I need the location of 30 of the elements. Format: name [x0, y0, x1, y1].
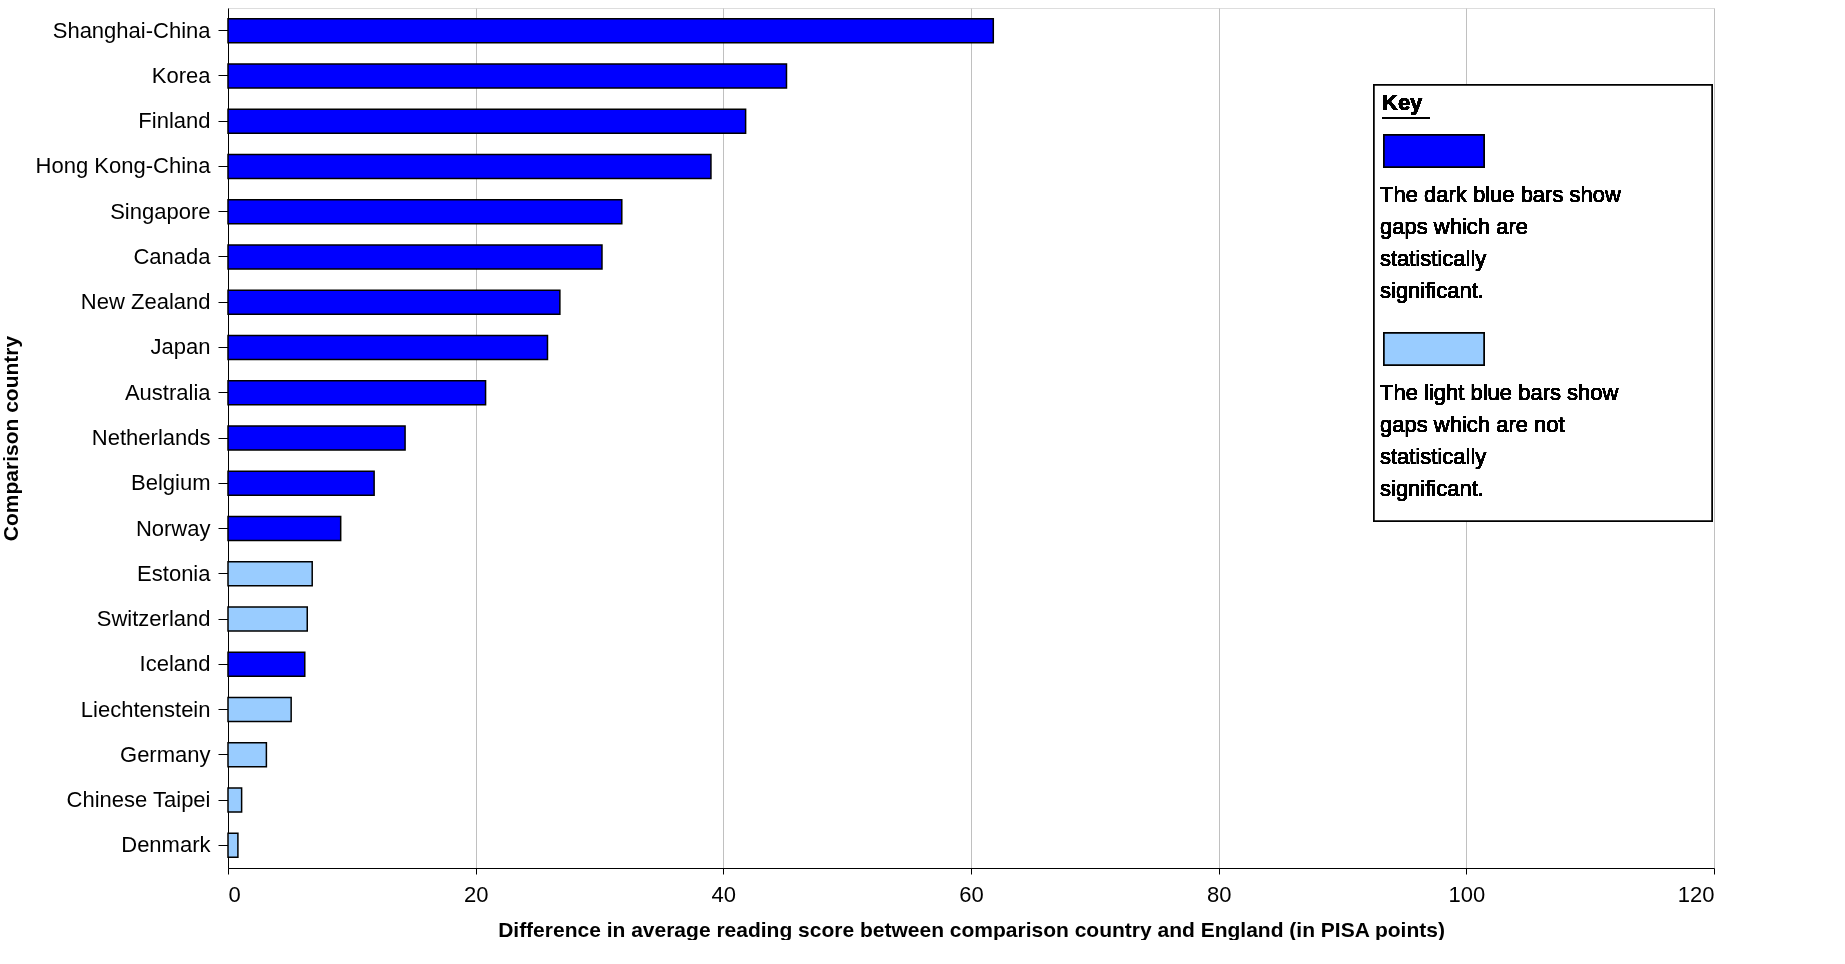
- y-tick-label: Korea: [151, 62, 212, 88]
- y-tick-label: Japan: [150, 334, 211, 360]
- y-tick-label: Germany: [120, 741, 211, 767]
- y-tick-label: Shanghai-China: [52, 17, 212, 43]
- legend-title: Key: [1382, 90, 1424, 115]
- y-tick-label: Finland: [138, 108, 211, 134]
- y-tick-label: Estonia: [137, 560, 212, 586]
- x-tick-label: 0: [228, 881, 241, 907]
- y-tick-label: Hong Kong-China: [35, 153, 212, 179]
- y-tick-label: Netherlands: [91, 425, 211, 450]
- x-tick-label: 80: [1206, 881, 1232, 907]
- legend-label: The light blue bars show gaps which are not statistically significant.: [1380, 380, 1619, 501]
- x-tick-label: 60: [959, 881, 984, 907]
- y-tick-label: Denmark: [121, 832, 212, 858]
- x-tick-label: 120: [1677, 881, 1715, 907]
- y-tick-label: Norway: [135, 515, 211, 541]
- y-tick-label: Iceland: [139, 651, 211, 677]
- y-tick-label: New Zealand: [80, 289, 211, 315]
- x-tick-label: 40: [711, 881, 737, 907]
- y-tick-label: Australia: [124, 379, 212, 405]
- y-tick-label: Canada: [133, 243, 212, 269]
- y-tick-label: Chinese Taipei: [66, 787, 211, 813]
- x-tick-label: 100: [1448, 881, 1486, 907]
- x-tick-label: 20: [463, 881, 489, 907]
- y-tick-label: Belgium: [131, 470, 211, 496]
- y-tick-label: Liechtenstein: [80, 696, 211, 722]
- y-tick-label: Switzerland: [96, 606, 211, 632]
- y-axis-title: Comparison country: [0, 335, 22, 542]
- y-tick-label: Singapore: [110, 198, 211, 224]
- legend-label: The dark blue bars show gaps which are statistically significant.: [1380, 182, 1622, 303]
